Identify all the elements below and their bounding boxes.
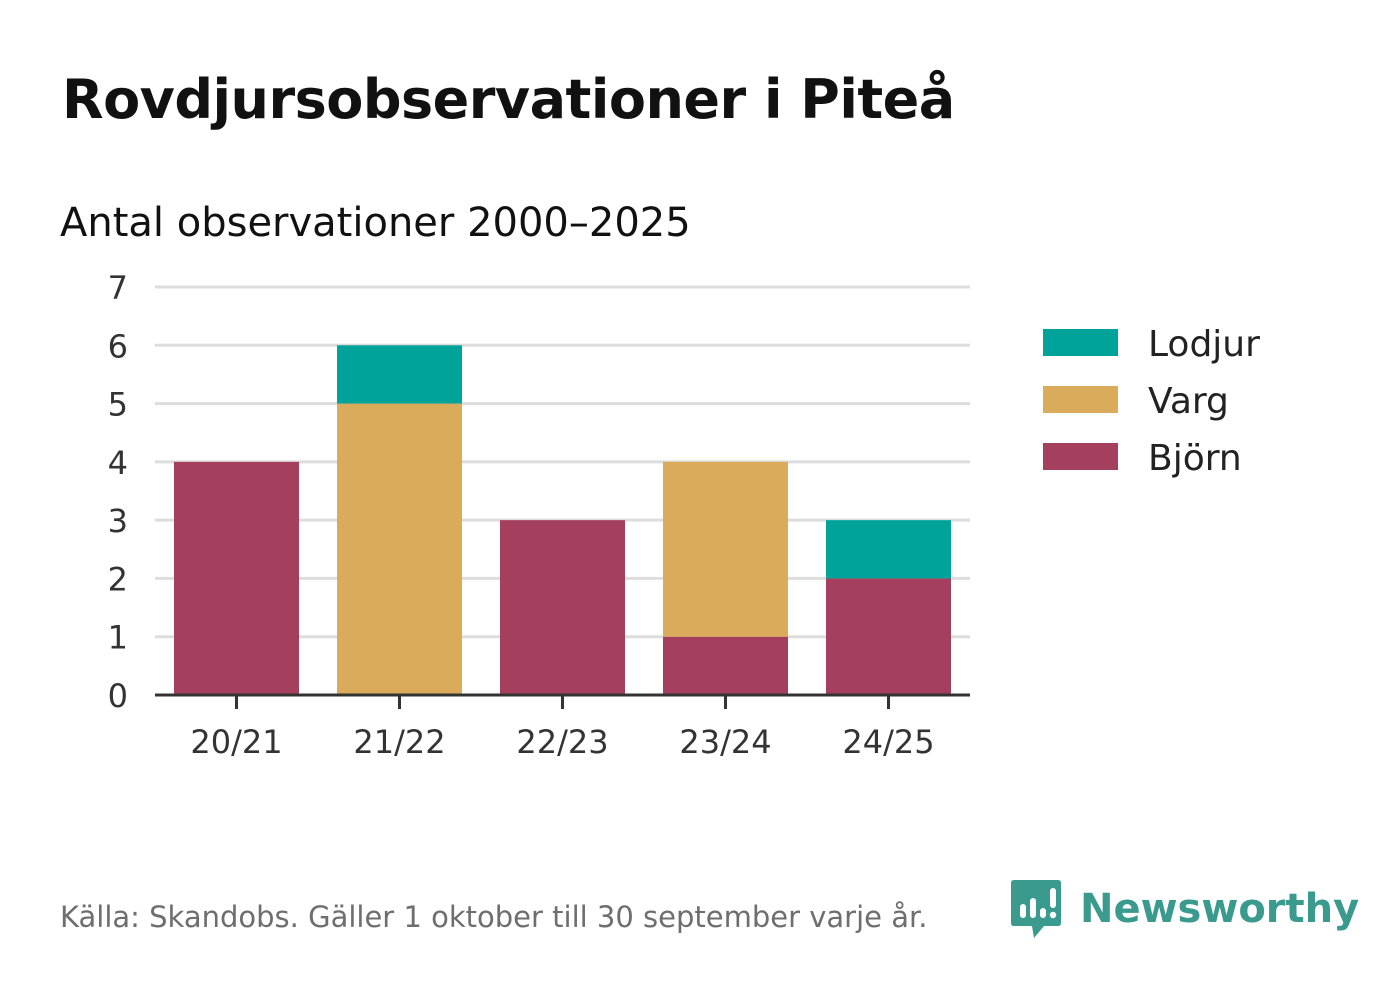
y-tick-label: 6: [108, 327, 128, 365]
chart-subtitle: Antal observationer 2000–2025: [60, 200, 691, 246]
bar-segment-varg-23-24: [663, 461, 788, 637]
legend: Lodjur Varg Björn: [1043, 324, 1260, 479]
y-tick-label: 3: [108, 502, 128, 540]
x-tick-label: 21/22: [353, 723, 445, 761]
bar-segment-lodjur-21-22: [337, 345, 462, 404]
legend-label: Lodjur: [1148, 324, 1260, 365]
legend-swatch-varg: [1043, 386, 1118, 413]
newsworthy-logo: Newsworthy: [1010, 878, 1359, 940]
x-axis: 20/21 21/22 22/23 23/24 24/25: [155, 693, 970, 761]
y-tick-label: 2: [108, 560, 128, 598]
y-tick-label: 5: [108, 386, 128, 424]
bar-segment-bjrn-24-25: [826, 578, 951, 695]
brand-name: Newsworthy: [1080, 886, 1360, 932]
x-tick-label: 24/25: [842, 723, 934, 761]
bar-segment-bjrn-22-23: [500, 520, 625, 695]
newsworthy-logo-icon: [1011, 880, 1061, 938]
bar-segment-bjrn-23-24: [663, 636, 788, 695]
legend-label: Björn: [1148, 438, 1242, 479]
y-tick-label: 1: [108, 619, 128, 657]
y-tick-label: 0: [108, 677, 128, 715]
y-tick-label: 7: [108, 269, 128, 307]
x-tick-label: 20/21: [190, 723, 282, 761]
bar-segment-lodjur-24-25: [826, 520, 951, 579]
bar-segment-bjrn-20-21: [174, 461, 299, 695]
legend-swatch-lodjur: [1043, 329, 1118, 356]
chart-title: Rovdjursobservationer i Piteå: [62, 68, 955, 131]
y-axis-ticks: 0 1 2 3 4 5 6 7: [108, 269, 128, 715]
bars: [174, 345, 951, 695]
source-note: Källa: Skandobs. Gäller 1 oktober till 3…: [60, 900, 928, 934]
legend-label: Varg: [1148, 381, 1229, 422]
bar-segment-varg-21-22: [337, 403, 462, 695]
y-tick-label: 4: [108, 444, 128, 482]
x-tick-label: 23/24: [679, 723, 771, 761]
legend-swatch-bjrn: [1043, 443, 1118, 470]
x-tick-label: 22/23: [516, 723, 608, 761]
